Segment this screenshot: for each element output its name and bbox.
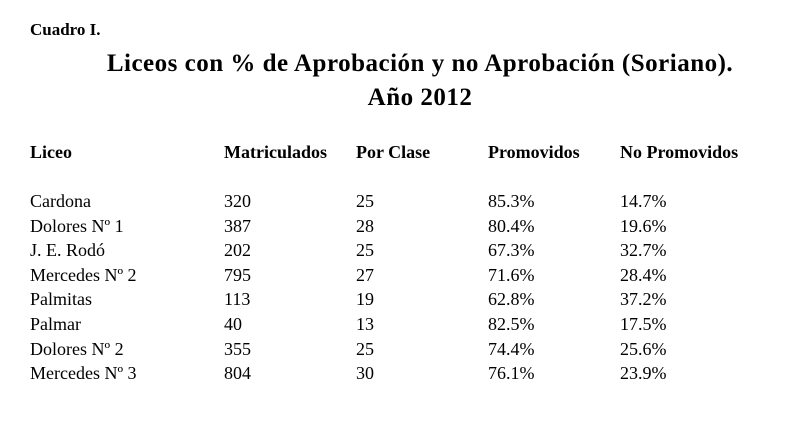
subtitle: Año 2012	[367, 84, 473, 111]
table-cell: Palmitas	[30, 289, 92, 310]
table-cell: 27	[356, 264, 374, 285]
table-cell: 795	[224, 264, 251, 285]
table-cell: Dolores Nº 2	[30, 338, 124, 359]
table-cell: 28.4%	[620, 264, 667, 285]
column-header: No Promovidos	[620, 142, 739, 162]
table-cell: 113	[224, 289, 251, 310]
table-cell: 202	[224, 240, 251, 261]
table-cell: 17.5%	[620, 314, 667, 334]
table-cell: 82.5%	[488, 314, 535, 334]
table-cell: 19.6%	[620, 215, 667, 236]
title: Liceos con % de Aprobación y no Aprobaci…	[106, 50, 734, 77]
table-cell: 25	[356, 191, 374, 211]
table-cell: 387	[224, 215, 251, 236]
table-cell: Palmar	[30, 314, 81, 334]
table-label: Cuadro I.	[30, 20, 101, 39]
table-cell: Cardona	[30, 191, 91, 211]
table-cell: 13	[356, 314, 374, 334]
table-cell: Mercedes Nº 2	[30, 264, 137, 285]
table-cell: 25.6%	[620, 338, 667, 359]
table-cell: 25	[356, 240, 374, 261]
table-cell: 320	[224, 191, 251, 211]
table-cell: 74.4%	[488, 338, 535, 359]
table-cell: 19	[356, 289, 374, 310]
table-cell: 80.4%	[488, 215, 535, 236]
table-cell: 62.8%	[488, 289, 535, 310]
table-cell: 76.1%	[488, 363, 535, 384]
table-cell: 40	[224, 314, 242, 334]
table-cell: 32.7%	[620, 240, 667, 261]
table-cell: 30	[356, 363, 374, 384]
table-cell: 71.6%	[488, 264, 535, 285]
column-header: Promovidos	[488, 142, 580, 162]
column-header: Matriculados	[224, 142, 327, 162]
table-cell: 355	[224, 338, 251, 359]
table-cell: 23.9%	[620, 363, 667, 384]
table-cell: 67.3%	[488, 240, 535, 261]
column-header: Por Clase	[356, 142, 431, 162]
table-cell: 14.7%	[620, 191, 667, 211]
column-header: Liceo	[30, 142, 72, 162]
table-cell: 28	[356, 215, 374, 236]
table-cell: J. E. Rodó	[30, 240, 106, 261]
table-cell: Mercedes Nº 3	[30, 363, 137, 384]
table-cell: Dolores Nº 1	[30, 215, 124, 236]
table-cell: 37.2%	[620, 289, 667, 310]
table-cell: 25	[356, 338, 374, 359]
table-cell: 804	[224, 363, 251, 384]
table-cell: 85.3%	[488, 191, 535, 211]
